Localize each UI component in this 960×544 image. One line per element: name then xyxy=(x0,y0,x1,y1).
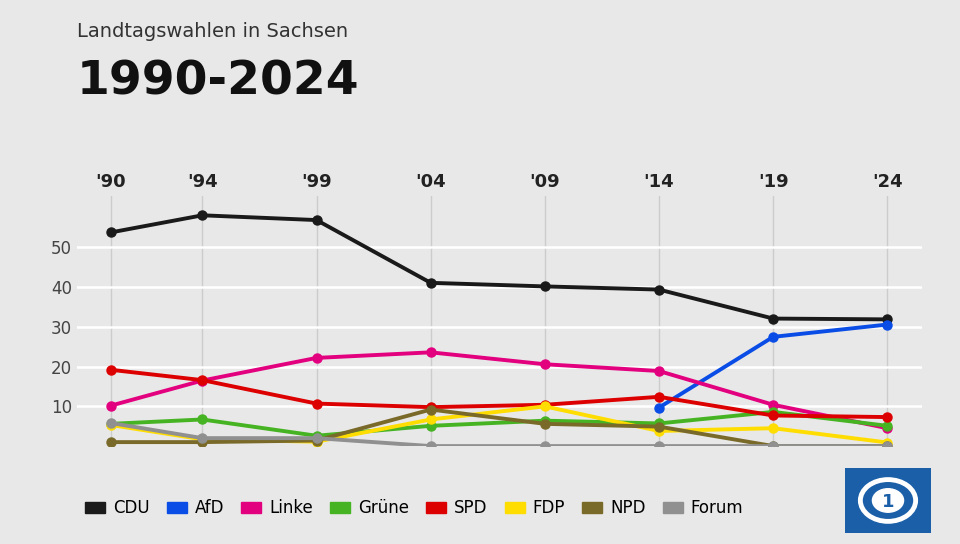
Text: 1990-2024: 1990-2024 xyxy=(77,60,359,105)
Text: 1: 1 xyxy=(881,493,895,511)
Legend: CDU, AfD, Linke, Grüne, SPD, FDP, NPD, Forum: CDU, AfD, Linke, Grüne, SPD, FDP, NPD, F… xyxy=(85,499,743,517)
FancyBboxPatch shape xyxy=(842,466,934,535)
Text: Landtagswahlen in Sachsen: Landtagswahlen in Sachsen xyxy=(77,22,348,41)
Circle shape xyxy=(873,489,903,512)
